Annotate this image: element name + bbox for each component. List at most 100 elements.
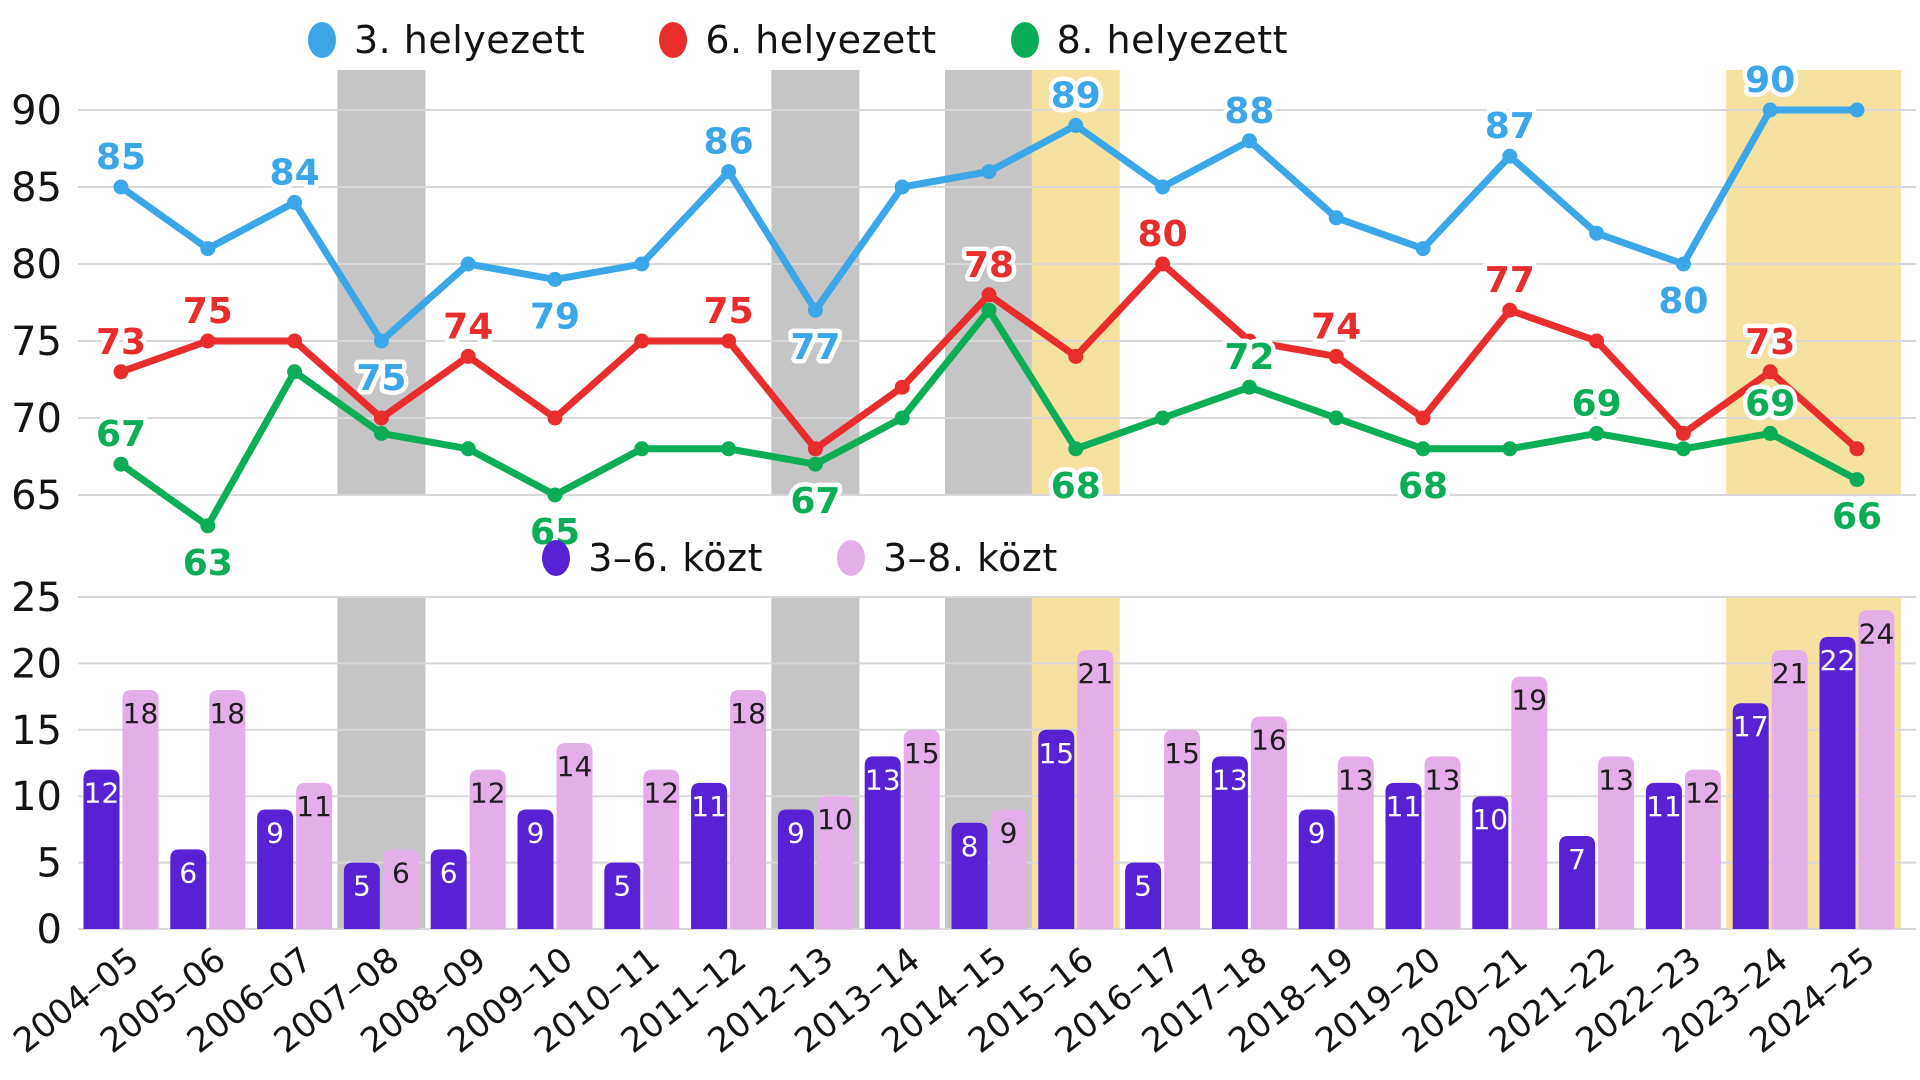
data-point <box>981 287 997 303</box>
bar-value-label: 12 <box>470 777 506 810</box>
bar <box>1771 650 1808 929</box>
bar-value-label: 13 <box>1425 763 1461 796</box>
point-value-label: 90 <box>1745 60 1795 101</box>
bar <box>730 689 767 929</box>
data-point <box>1849 472 1865 488</box>
data-point <box>1155 256 1171 272</box>
data-point <box>1762 102 1778 118</box>
data-point <box>894 379 910 395</box>
data-point <box>894 179 910 195</box>
data-point <box>113 364 129 380</box>
top-y90-tick-label: 90 <box>11 88 62 134</box>
data-point <box>460 256 476 272</box>
data-point <box>287 333 303 349</box>
data-point <box>547 271 563 287</box>
data-point <box>113 456 129 472</box>
data-point <box>200 333 216 349</box>
bar-value-label: 18 <box>730 697 766 730</box>
data-point <box>1849 441 1865 457</box>
bar <box>170 849 207 929</box>
data-point <box>721 333 737 349</box>
data-point <box>807 456 823 472</box>
x-axis-labels: 2004–052005–062006–072007–082008–092009–… <box>6 940 1882 1062</box>
point-value-label: 84 <box>270 152 320 193</box>
bar-value-label: 13 <box>1598 763 1634 796</box>
data-point <box>1415 441 1431 457</box>
data-point <box>1502 302 1518 318</box>
data-point <box>287 364 303 380</box>
bar <box>691 782 728 929</box>
yellow-band-top <box>1726 70 1901 495</box>
bar-value-label: 15 <box>1038 737 1074 770</box>
data-point <box>1415 410 1431 426</box>
bar <box>83 769 120 929</box>
point-value-label: 75 <box>704 291 754 332</box>
data-point <box>373 425 389 441</box>
data-point <box>1241 333 1257 349</box>
point-value-label: 74 <box>1311 306 1361 347</box>
bar-value-label: 13 <box>1212 763 1248 796</box>
bar-value-label: 9 <box>787 816 805 849</box>
bar <box>1559 836 1596 929</box>
point-value-label: 67 <box>790 481 840 522</box>
point-value-label: 78 <box>964 245 1014 286</box>
point-value-label: 65 <box>530 512 580 553</box>
bar <box>122 689 159 929</box>
bar <box>1077 650 1114 929</box>
bar-value-label: 6 <box>392 856 410 889</box>
data-point <box>460 348 476 364</box>
line-series-8-helyezett: 67 63 65 67 68 72 68 69 69 66 <box>91 302 1887 588</box>
bar-value-label: 21 <box>1772 657 1808 690</box>
bar-value-label: 11 <box>1646 790 1682 823</box>
bar <box>903 729 940 929</box>
data-point <box>1068 348 1084 364</box>
bar <box>1819 636 1856 929</box>
bar-value-label: 13 <box>865 763 901 796</box>
point-value-label: 63 <box>183 543 233 584</box>
data-point <box>1241 133 1257 149</box>
highlight-bands <box>337 70 1901 929</box>
data-point <box>113 179 129 195</box>
point-value-label: 77 <box>1485 260 1535 301</box>
point-value-label: 72 <box>1224 337 1274 378</box>
bottom-y5-tick-label: 5 <box>37 841 62 887</box>
data-point <box>1068 441 1084 457</box>
data-point <box>287 194 303 210</box>
bar <box>1298 809 1335 929</box>
bar <box>1038 729 1075 929</box>
bar-value-label: 22 <box>1820 644 1856 677</box>
point-value-label: 73 <box>1745 322 1795 363</box>
bar <box>343 862 380 929</box>
bar <box>382 849 419 929</box>
point-value-label: 68 <box>1398 466 1448 507</box>
bar-value-label: 11 <box>296 790 332 823</box>
bar <box>1645 782 1682 929</box>
data-point <box>1068 117 1084 133</box>
data-point <box>1241 379 1257 395</box>
data-point <box>634 256 650 272</box>
data-point <box>981 164 997 180</box>
bar <box>1125 862 1162 929</box>
bar <box>1164 729 1201 929</box>
bottom-y15-tick-label: 15 <box>11 708 62 754</box>
point-value-label: 75 <box>183 291 233 332</box>
top-y75-tick-label: 75 <box>11 319 62 365</box>
bar <box>517 809 554 929</box>
data-point <box>721 441 737 457</box>
gray-band-top <box>945 70 1033 495</box>
bar-value-label: 15 <box>904 737 940 770</box>
bottom-y0-tick-label: 0 <box>37 907 62 953</box>
bar <box>643 769 680 929</box>
data-point <box>547 410 563 426</box>
point-value-label: 66 <box>1832 497 1882 538</box>
bar-value-label: 5 <box>1134 870 1152 903</box>
data-point <box>1675 441 1691 457</box>
data-point <box>1675 256 1691 272</box>
bottom-y20-tick-label: 20 <box>11 641 62 687</box>
bar-value-label: 5 <box>353 870 371 903</box>
bar-value-label: 11 <box>691 790 727 823</box>
bar <box>1385 782 1422 929</box>
data-point <box>1415 241 1431 257</box>
bottom-y25-tick-label: 25 <box>11 575 62 621</box>
data-point <box>634 441 650 457</box>
